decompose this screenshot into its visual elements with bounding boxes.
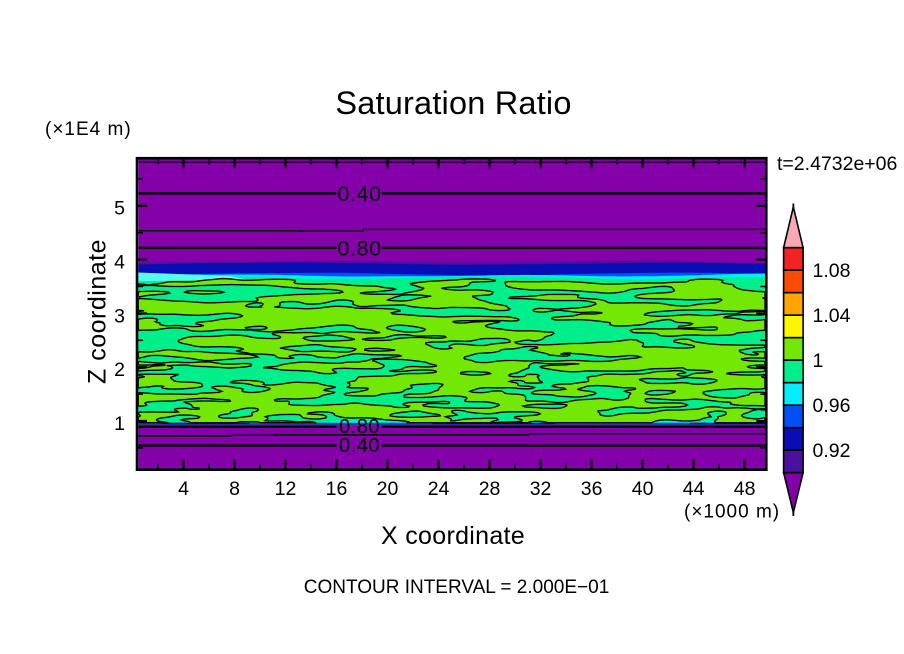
svg-text:(×1E4 m): (×1E4 m) xyxy=(45,119,132,140)
svg-text:3: 3 xyxy=(114,305,125,327)
svg-text:Z coordinate: Z coordinate xyxy=(84,239,112,384)
svg-text:0.40: 0.40 xyxy=(337,182,381,206)
svg-text:0.96: 0.96 xyxy=(813,395,851,417)
svg-text:0.80: 0.80 xyxy=(337,236,381,260)
svg-text:12: 12 xyxy=(275,478,297,500)
svg-text:5: 5 xyxy=(114,198,125,220)
svg-text:16: 16 xyxy=(326,478,348,500)
svg-text:0.40: 0.40 xyxy=(339,435,380,457)
svg-text:Saturation Ratio: Saturation Ratio xyxy=(335,85,571,121)
svg-text:CONTOUR INTERVAL = 2.000E−01: CONTOUR INTERVAL = 2.000E−01 xyxy=(304,577,610,598)
svg-text:t=2.4732e+06: t=2.4732e+06 xyxy=(777,153,897,175)
svg-text:44: 44 xyxy=(683,478,705,500)
svg-text:48: 48 xyxy=(734,478,756,500)
svg-text:1.04: 1.04 xyxy=(813,305,851,327)
svg-text:24: 24 xyxy=(428,478,450,500)
svg-text:20: 20 xyxy=(377,478,399,500)
svg-text:X coordinate: X coordinate xyxy=(381,522,525,550)
svg-text:1: 1 xyxy=(114,413,125,435)
svg-text:28: 28 xyxy=(479,478,501,500)
svg-text:0.80: 0.80 xyxy=(339,416,380,438)
svg-text:4: 4 xyxy=(178,478,189,500)
svg-text:1.08: 1.08 xyxy=(813,260,851,282)
svg-text:4: 4 xyxy=(114,252,125,274)
svg-text:(×1000 m): (×1000 m) xyxy=(684,502,780,523)
svg-text:40: 40 xyxy=(632,478,654,500)
svg-text:36: 36 xyxy=(581,478,603,500)
svg-text:1: 1 xyxy=(813,350,824,372)
svg-text:32: 32 xyxy=(530,478,552,500)
svg-text:0.92: 0.92 xyxy=(813,440,851,462)
svg-text:2: 2 xyxy=(114,359,125,381)
svg-text:8: 8 xyxy=(229,478,240,500)
